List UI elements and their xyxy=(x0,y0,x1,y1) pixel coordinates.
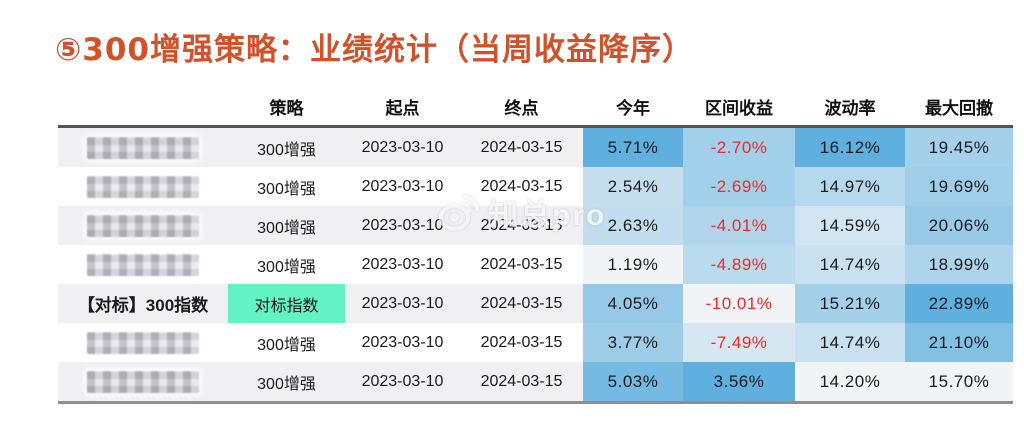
strategy-cell: 300增强 xyxy=(257,336,316,354)
end-date-cell: 2024-03-15 xyxy=(480,177,563,195)
table-row: 300增强 2023-03-10 2024-03-15 3.77% -7.49%… xyxy=(58,323,1013,362)
table-row: 300增强 2023-03-10 2024-03-15 1.19% -4.89%… xyxy=(58,245,1013,284)
ytd-return-cell: 3.77% xyxy=(583,323,683,362)
volatility-cell: 14.74% xyxy=(795,323,905,362)
table-row: 300增强 2023-03-10 2024-03-15 2.63% -4.01%… xyxy=(58,206,1013,245)
fund-name-cell xyxy=(58,128,228,167)
redacted-name-blur xyxy=(87,253,199,276)
ytd-return-cell: 4.05% xyxy=(583,284,683,323)
ytd-return-cell: 2.63% xyxy=(583,206,683,245)
table-header-row: 策略 起点 终点 今年 区间收益 波动率 最大回撤 xyxy=(58,88,1013,128)
fund-name-cell xyxy=(58,323,228,362)
table-body: 300增强 2023-03-10 2024-03-15 5.71% -2.70%… xyxy=(58,128,1013,404)
interval-return-cell: 3.56% xyxy=(683,362,795,401)
volatility-cell: 14.97% xyxy=(795,167,905,206)
strategy-cell: 300增强 xyxy=(257,180,316,198)
start-date-cell: 2023-03-10 xyxy=(361,294,444,312)
start-date-cell: 2023-03-10 xyxy=(361,372,444,390)
max-drawdown-cell: 19.69% xyxy=(905,167,1013,206)
interval-return-cell: -4.89% xyxy=(683,245,795,284)
col-header-end: 终点 xyxy=(504,99,539,118)
performance-table: 策略 起点 终点 今年 区间收益 波动率 最大回撤 300增强 2023-03-… xyxy=(58,88,1013,404)
col-header-strategy: 策略 xyxy=(269,99,304,118)
strategy-cell: 300增强 xyxy=(257,219,316,237)
page-title: ⑤300增强策略：业绩统计（当周收益降序） xyxy=(55,32,694,68)
interval-return-cell: -4.01% xyxy=(683,206,795,245)
max-drawdown-cell: 15.70% xyxy=(905,362,1013,401)
volatility-cell: 14.59% xyxy=(795,206,905,245)
ytd-return-cell: 5.03% xyxy=(583,362,683,401)
start-date-cell: 2023-03-10 xyxy=(361,138,444,156)
end-date-cell: 2024-03-15 xyxy=(480,294,563,312)
col-header-max-drawdown: 最大回撤 xyxy=(925,99,993,118)
volatility-cell: 14.74% xyxy=(795,245,905,284)
volatility-cell: 14.20% xyxy=(795,362,905,401)
max-drawdown-cell: 18.99% xyxy=(905,245,1013,284)
col-header-name xyxy=(58,88,228,125)
redacted-name-blur xyxy=(87,370,199,393)
fund-name-cell xyxy=(58,206,228,245)
start-date-cell: 2023-03-10 xyxy=(361,255,444,273)
redacted-name-blur xyxy=(87,214,199,237)
interval-return-cell: -2.70% xyxy=(683,128,795,167)
fund-name-cell xyxy=(58,245,228,284)
max-drawdown-cell: 19.45% xyxy=(905,128,1013,167)
table-row: 【对标】300指数 对标指数 2023-03-10 2024-03-15 4.0… xyxy=(58,284,1013,323)
volatility-cell: 16.12% xyxy=(795,128,905,167)
interval-return-cell: -7.49% xyxy=(683,323,795,362)
start-date-cell: 2023-03-10 xyxy=(361,216,444,234)
fund-name-cell xyxy=(58,167,228,206)
strategy-cell: 300增强 xyxy=(257,258,316,276)
table-row: 300增强 2023-03-10 2024-03-15 5.71% -2.70%… xyxy=(58,128,1013,167)
end-date-cell: 2024-03-15 xyxy=(480,255,563,273)
max-drawdown-cell: 22.89% xyxy=(905,284,1013,323)
end-date-cell: 2024-03-15 xyxy=(480,333,563,351)
redacted-name-blur xyxy=(87,331,199,354)
redacted-name-blur xyxy=(87,136,199,159)
table-row: 300增强 2023-03-10 2024-03-15 2.54% -2.69%… xyxy=(58,167,1013,206)
end-date-cell: 2024-03-15 xyxy=(480,372,563,390)
strategy-cell: 300增强 xyxy=(257,375,316,393)
ytd-return-cell: 2.54% xyxy=(583,167,683,206)
max-drawdown-cell: 20.06% xyxy=(905,206,1013,245)
col-header-start: 起点 xyxy=(385,99,420,118)
redacted-name-blur xyxy=(87,175,199,198)
fund-name-cell: 【对标】300指数 xyxy=(77,296,209,315)
ytd-return-cell: 5.71% xyxy=(583,128,683,167)
interval-return-cell: -2.69% xyxy=(683,167,795,206)
interval-return-cell: -10.01% xyxy=(683,284,795,323)
strategy-cell: 对标指数 xyxy=(228,284,345,323)
col-header-volatility: 波动率 xyxy=(824,99,876,118)
col-header-interval: 区间收益 xyxy=(705,99,773,118)
strategy-cell: 300增强 xyxy=(257,141,316,159)
table-row: 300增强 2023-03-10 2024-03-15 5.03% 3.56% … xyxy=(58,362,1013,401)
fund-name-cell xyxy=(58,362,228,401)
ytd-return-cell: 1.19% xyxy=(583,245,683,284)
volatility-cell: 15.21% xyxy=(795,284,905,323)
max-drawdown-cell: 21.10% xyxy=(905,323,1013,362)
end-date-cell: 2024-03-15 xyxy=(480,138,563,156)
col-header-ytd: 今年 xyxy=(616,99,650,118)
end-date-cell: 2024-03-15 xyxy=(480,216,563,234)
start-date-cell: 2023-03-10 xyxy=(361,177,444,195)
start-date-cell: 2023-03-10 xyxy=(361,333,444,351)
